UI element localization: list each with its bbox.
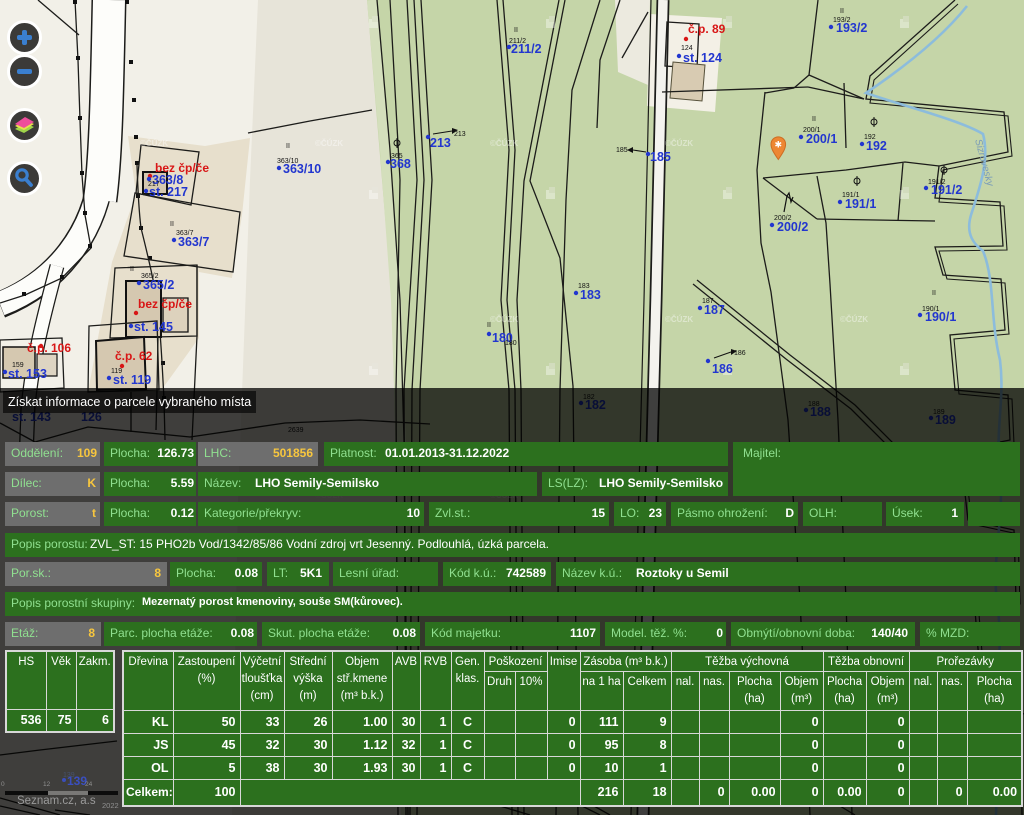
svg-text:119: 119: [111, 368, 122, 375]
svg-text:191/2: 191/2: [931, 183, 962, 197]
svg-text:190/1: 190/1: [922, 306, 940, 313]
svg-text:363/10: 363/10: [277, 158, 299, 165]
svg-text:363/10: 363/10: [283, 162, 321, 176]
svg-text:©ČÚZK: ©ČÚZK: [315, 139, 343, 148]
svg-text:II: II: [130, 266, 134, 273]
svg-text:213: 213: [430, 136, 451, 150]
svg-text:st. 119: st. 119: [113, 373, 151, 387]
svg-text:365: 365: [391, 153, 403, 160]
svg-text:©ČÚZK: ©ČÚZK: [665, 139, 693, 148]
svg-text:363/7: 363/7: [178, 235, 209, 249]
svg-text:363/8: 363/8: [152, 173, 183, 187]
svg-text:211/2: 211/2: [511, 42, 542, 56]
svg-text:200/2: 200/2: [774, 215, 792, 222]
svg-text:II: II: [840, 8, 844, 15]
svg-text:©ČÚZK: ©ČÚZK: [490, 139, 518, 148]
svg-text:✱: ✱: [775, 140, 783, 150]
svg-text:365/2: 365/2: [141, 273, 159, 280]
svg-text:©ČÚZK: ©ČÚZK: [665, 315, 693, 324]
svg-text:193/2: 193/2: [836, 21, 867, 35]
svg-text:217: 217: [148, 181, 160, 188]
svg-text:II: II: [286, 143, 290, 150]
svg-text:bez čp/če: bez čp/če: [155, 161, 209, 175]
svg-text:č.p. 89: č.p. 89: [688, 22, 726, 36]
svg-text:191/1: 191/1: [842, 192, 860, 199]
svg-text:II: II: [170, 221, 174, 228]
svg-text:363/7: 363/7: [176, 230, 194, 237]
svg-text:193/2: 193/2: [833, 17, 851, 24]
svg-text:183: 183: [580, 288, 601, 302]
svg-text:st. 153: st. 153: [8, 367, 47, 381]
svg-text:186: 186: [734, 350, 746, 357]
svg-text:185: 185: [650, 150, 671, 164]
svg-text:bez čp/če: bez čp/če: [138, 297, 192, 311]
svg-text:©ČÚZK: ©ČÚZK: [140, 139, 168, 148]
svg-text:180: 180: [505, 340, 517, 347]
svg-text:213: 213: [454, 131, 466, 138]
svg-text:©ČÚZK: ©ČÚZK: [840, 315, 868, 324]
svg-text:II: II: [514, 27, 518, 34]
svg-text:183: 183: [578, 283, 590, 290]
svg-text:211/2: 211/2: [509, 38, 526, 45]
svg-text:192: 192: [864, 134, 876, 141]
svg-text:124: 124: [681, 45, 693, 52]
svg-text:185: 185: [616, 147, 628, 154]
svg-text:187: 187: [702, 298, 714, 305]
svg-text:st. 124: st. 124: [683, 51, 722, 65]
svg-text:200/1: 200/1: [806, 132, 837, 146]
svg-text:st. 145: st. 145: [134, 320, 173, 334]
svg-text:191/2: 191/2: [928, 179, 946, 186]
svg-text:200/2: 200/2: [777, 220, 808, 234]
svg-text:200/1: 200/1: [803, 127, 821, 134]
svg-text:365/2: 365/2: [143, 278, 174, 292]
svg-text:180: 180: [492, 331, 513, 345]
svg-text:II: II: [812, 116, 816, 123]
svg-text:186: 186: [712, 362, 733, 376]
svg-text:č.p. 62: č.p. 62: [115, 349, 153, 363]
svg-text:č.p. 106: č.p. 106: [27, 341, 71, 355]
svg-text:159: 159: [12, 362, 24, 369]
svg-text:II: II: [932, 290, 936, 297]
svg-text:187: 187: [704, 303, 725, 317]
svg-text:st. 217: st. 217: [149, 185, 188, 199]
svg-text:368: 368: [390, 157, 411, 171]
svg-text:192: 192: [866, 139, 887, 153]
svg-text:190/1: 190/1: [925, 310, 956, 324]
svg-text:191/1: 191/1: [845, 197, 876, 211]
svg-text:©ČÚZK: ©ČÚZK: [490, 315, 518, 324]
svg-text:II: II: [487, 322, 491, 329]
